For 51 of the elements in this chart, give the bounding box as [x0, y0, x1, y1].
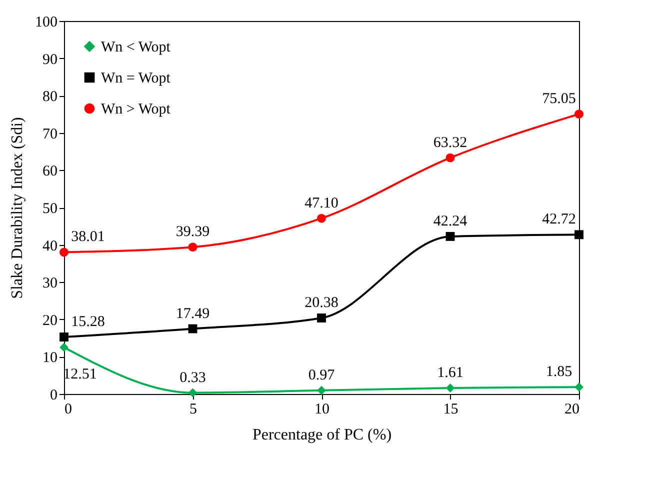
data-label: 42.24 — [433, 213, 468, 230]
y-axis-title: Slake Durability Index (Sdi) — [9, 117, 26, 299]
point — [446, 153, 455, 162]
y-tick-label: 80 — [42, 89, 58, 106]
y-tick-label: 70 — [42, 126, 58, 142]
y-tick-label: 40 — [42, 238, 58, 254]
y-tick-label: 20 — [42, 312, 58, 329]
data-label: 20.38 — [304, 294, 338, 311]
x-tick-label: 20 — [564, 402, 580, 418]
point — [317, 314, 326, 322]
data-label: 12.51 — [63, 366, 97, 382]
data-label: 42.72 — [542, 212, 576, 228]
legend-label: Wn = Wopt — [101, 70, 172, 86]
y-tick-label: 30 — [42, 276, 58, 292]
data-label: 38.01 — [71, 229, 105, 246]
point — [446, 384, 455, 392]
data-label: 1.85 — [546, 364, 572, 380]
data-label: 75.05 — [542, 91, 576, 108]
x-tick-label: 5 — [190, 402, 197, 418]
y-tick-label: 50 — [42, 201, 58, 217]
point — [188, 242, 198, 252]
point — [574, 230, 584, 240]
y-tick-label: 90 — [42, 52, 58, 68]
legend-label: Wn < Wopt — [101, 40, 172, 56]
x-tick-label: 0 — [64, 402, 72, 418]
data-label: 17.49 — [176, 306, 210, 322]
point — [60, 332, 68, 342]
data-label: 63.32 — [433, 134, 468, 151]
point — [574, 110, 584, 119]
data-label: 1.61 — [437, 364, 464, 381]
point — [574, 382, 584, 392]
point — [317, 214, 326, 223]
point — [60, 342, 68, 352]
data-label: 39.39 — [176, 224, 210, 240]
x-tick-label: 15 — [443, 402, 458, 418]
legend-label: Wn > Wopt — [101, 102, 172, 118]
point — [188, 388, 198, 398]
x-axis-title: Percentage of PC (%) — [252, 426, 392, 444]
y-tick-label: 0 — [50, 388, 58, 404]
point — [188, 324, 198, 334]
x-tick-label: 10 — [314, 402, 330, 418]
y-tick-label: 100 — [35, 14, 58, 30]
data-label: 0.33 — [180, 370, 206, 386]
y-tick-label: 60 — [42, 164, 58, 180]
point — [317, 386, 326, 395]
data-label: 0.97 — [308, 367, 336, 384]
point — [446, 232, 455, 241]
data-label: 15.28 — [71, 314, 105, 330]
data-label: 47.10 — [304, 195, 338, 212]
y-tick-label: 10 — [42, 350, 58, 366]
point — [60, 248, 68, 257]
